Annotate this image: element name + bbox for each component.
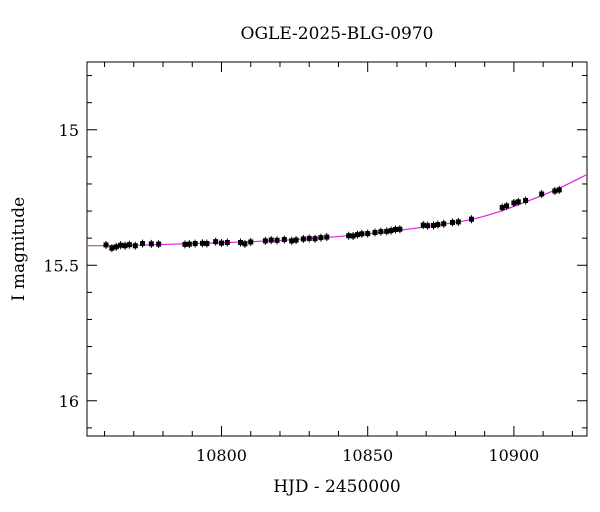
- x-axis-title: HJD - 2450000: [273, 477, 401, 497]
- data-point: [499, 205, 505, 211]
- data-points: [103, 185, 562, 253]
- data-point: [281, 237, 287, 243]
- data-point: [300, 236, 306, 242]
- y-axis-title: I magnitude: [9, 197, 29, 301]
- data-point: [109, 245, 115, 251]
- x-tick-label: 10800: [196, 446, 247, 465]
- chart-title: OGLE-2025-BLG-0970: [241, 24, 434, 44]
- data-point: [354, 232, 360, 238]
- data-point: [312, 236, 318, 242]
- data-point: [262, 238, 268, 244]
- data-point: [515, 199, 521, 205]
- data-point: [449, 219, 455, 225]
- model-curve: [86, 173, 588, 247]
- data-point: [384, 228, 390, 234]
- plot-frame: [86, 61, 588, 437]
- data-point: [511, 200, 517, 206]
- data-point: [556, 187, 562, 193]
- data-point: [539, 191, 545, 197]
- data-point: [268, 237, 274, 243]
- data-point: [126, 242, 132, 248]
- data-point: [293, 237, 299, 243]
- y-tick-label: 15.5: [43, 256, 79, 275]
- data-point: [523, 197, 529, 203]
- data-point: [199, 240, 205, 246]
- y-tick-label: 15: [59, 121, 79, 140]
- data-point: [103, 242, 109, 248]
- data-point: [324, 234, 330, 240]
- data-point: [224, 239, 230, 245]
- x-tick-label: 10900: [488, 446, 539, 465]
- data-point: [204, 241, 210, 247]
- data-point: [378, 229, 384, 235]
- data-point: [122, 243, 128, 249]
- data-point: [388, 228, 394, 234]
- data-point: [213, 239, 219, 245]
- data-point: [219, 240, 225, 246]
- data-point: [435, 222, 441, 228]
- tick-labels: 10800 10850 10900 15 15.5 16: [43, 121, 539, 465]
- data-point: [118, 242, 124, 248]
- data-point: [552, 188, 558, 194]
- data-point: [392, 226, 398, 232]
- data-point: [182, 241, 188, 247]
- data-point: [148, 241, 154, 247]
- data-point: [140, 241, 146, 247]
- data-point: [192, 241, 198, 247]
- data-point: [420, 222, 426, 228]
- data-point: [113, 244, 119, 250]
- data-point: [455, 219, 461, 225]
- data-point: [365, 231, 371, 237]
- data-point: [242, 241, 248, 247]
- data-point: [318, 235, 324, 241]
- minor-ticks: [87, 62, 587, 436]
- data-point: [156, 241, 162, 247]
- tick-marks: [87, 62, 587, 436]
- data-point: [186, 241, 192, 247]
- data-point: [248, 239, 254, 245]
- data-point: [397, 226, 403, 232]
- data-point: [346, 233, 352, 239]
- data-point: [238, 239, 244, 245]
- data-point: [274, 237, 280, 243]
- x-tick-label: 10850: [342, 446, 393, 465]
- data-point: [504, 203, 510, 209]
- data-point: [132, 243, 138, 249]
- data-point: [441, 221, 447, 227]
- data-point: [372, 229, 378, 235]
- data-point: [469, 216, 475, 222]
- data-point: [425, 223, 431, 229]
- data-point: [289, 238, 295, 244]
- data-point: [306, 235, 312, 241]
- data-point: [350, 233, 356, 239]
- data-point: [359, 231, 365, 237]
- y-tick-label: 16: [59, 392, 79, 411]
- data-point: [430, 222, 436, 228]
